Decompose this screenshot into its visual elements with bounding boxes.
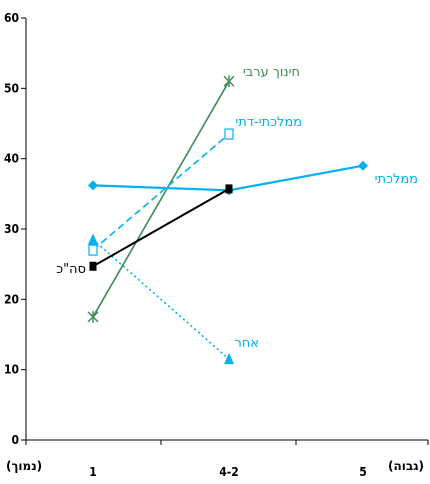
series-label: סה"כ: [56, 262, 86, 277]
series-4: [88, 234, 234, 365]
series-labels: חינוך ערבי ממלכתי-דתי ממלכתי סה"כ אחר: [56, 65, 418, 351]
y-tick-label: 40: [4, 152, 19, 166]
series-line: [93, 81, 229, 317]
triangle-marker: [224, 353, 234, 364]
y-axis-ticks: 0 10 20 30 40 50 60: [4, 11, 26, 447]
square-open-marker: [89, 245, 97, 255]
series-line: [93, 240, 229, 360]
series-line: [93, 134, 229, 250]
series-label: אחר: [234, 336, 259, 351]
y-tick-label: 50: [4, 81, 19, 95]
square-open-marker: [225, 129, 233, 139]
x-tick-label: 1: [89, 465, 97, 479]
series-label: ממלכתי: [375, 172, 418, 187]
x-tick-label: 4-2: [219, 465, 239, 479]
y-tick-label: 60: [4, 11, 19, 25]
triangle-marker: [88, 234, 98, 245]
x-axis-left-label: (נמוך): [6, 459, 42, 473]
series-layer: [88, 75, 368, 364]
series-1: [89, 129, 233, 255]
x-axis-ticks: 1 4-2 5: [26, 440, 428, 479]
y-tick-label: 30: [4, 222, 19, 236]
x-tick-label: 5: [359, 465, 367, 479]
square-marker: [226, 184, 233, 193]
square-marker: [90, 262, 97, 271]
y-tick-label: 20: [4, 292, 19, 306]
diamond-marker: [358, 161, 368, 171]
x-marker: [88, 311, 98, 323]
x-axis-right-label: (גבוה): [388, 459, 424, 473]
chart-axes: [26, 18, 428, 440]
x-marker: [224, 75, 234, 87]
series-label: חינוך ערבי: [243, 65, 300, 80]
series-label: ממלכתי-דתי: [235, 115, 302, 130]
diamond-marker: [88, 180, 98, 190]
series-3: [90, 184, 233, 270]
y-tick-label: 0: [11, 433, 19, 447]
y-tick-label: 10: [4, 363, 19, 377]
